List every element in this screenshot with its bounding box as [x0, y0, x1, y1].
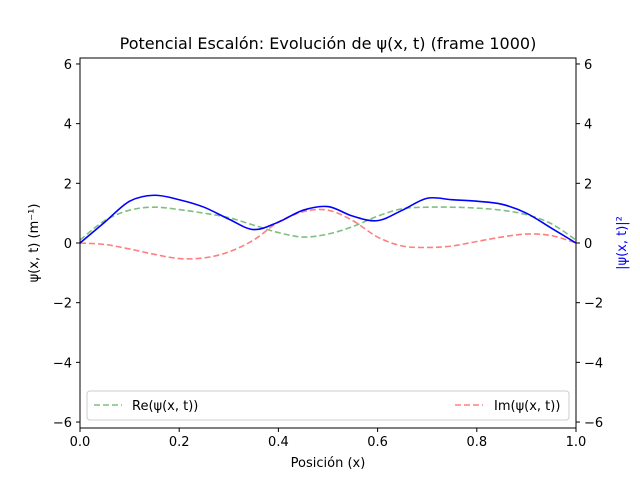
plot-area [79, 194, 577, 260]
y-axis-right: −6 −4 −2 0 2 4 6 [576, 58, 603, 431]
y-axis-left: −6 −4 −2 0 2 4 6 [53, 58, 80, 431]
legend: Re(ψ(x, t)) Im(ψ(x, t)) [86, 390, 570, 421]
y-tick-label-right: 4 [584, 118, 592, 133]
y-tick-label-left: −2 [53, 297, 72, 312]
x-tick-label: 0.6 [367, 435, 388, 450]
legend-label-re: Re(ψ(x, t)) [132, 399, 198, 414]
series-line-im [79, 208, 577, 260]
series-line-re [79, 206, 577, 241]
chart-title: Potencial Escalón: Evolución de ψ(x, t) … [120, 34, 537, 53]
legend-box [86, 390, 570, 421]
x-tick-label: 1.0 [566, 435, 587, 450]
y-tick-label-right: 6 [584, 58, 592, 73]
y-tick-label-right: 0 [584, 237, 592, 252]
y-tick-label-left: −6 [53, 416, 72, 431]
y-tick-label-right: 2 [584, 177, 592, 192]
y-tick-label-left: 0 [64, 237, 72, 252]
x-tick-label: 0.0 [70, 435, 91, 450]
x-tick-label: 0.2 [169, 435, 190, 450]
y-tick-label-right: −2 [584, 297, 603, 312]
x-tick-label: 0.4 [268, 435, 289, 450]
y-tick-label-left: 2 [64, 177, 72, 192]
y-tick-label-left: 4 [64, 118, 72, 133]
y-tick-label-right: −6 [584, 416, 603, 431]
y-tick-label-left: −4 [53, 356, 72, 371]
y-axis-label-left: ψ(x, t) (m⁻¹) [27, 204, 42, 283]
y-tick-label-left: 6 [64, 58, 72, 73]
x-tick-label: 0.8 [466, 435, 487, 450]
x-axis: 0.0 0.2 0.4 0.6 0.8 1.0 [70, 428, 587, 450]
y-axis-label-right: |ψ(x, t)|² [615, 216, 630, 270]
y-tick-label-right: −4 [584, 356, 603, 371]
x-axis-label: Posición (x) [291, 456, 366, 471]
legend-label-im: Im(ψ(x, t)) [494, 399, 560, 414]
series-line-density [79, 194, 577, 244]
